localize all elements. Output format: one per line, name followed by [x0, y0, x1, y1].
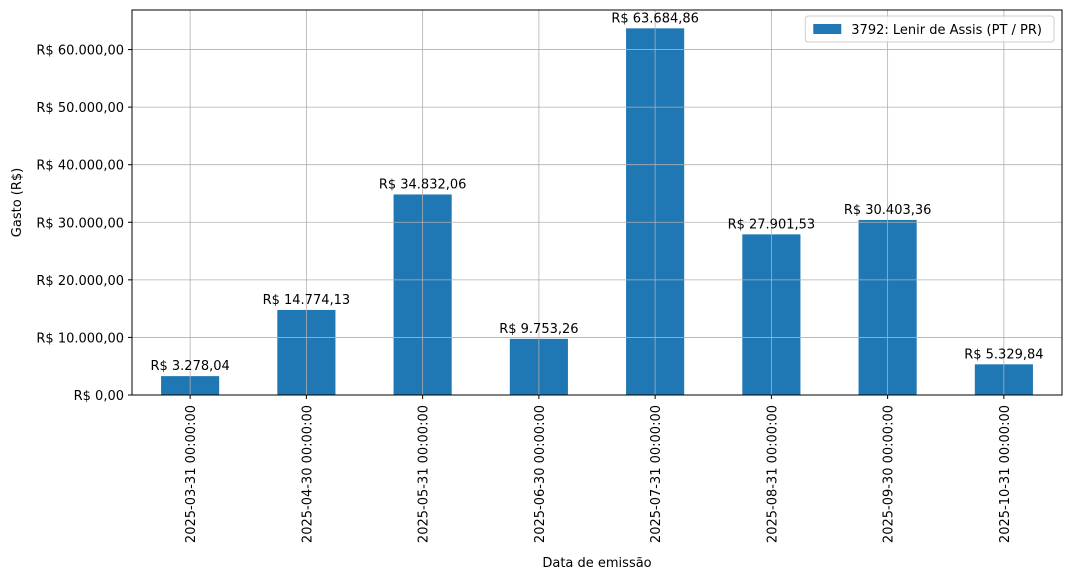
x-tick-label: 2025-07-31 00:00:00	[649, 405, 664, 543]
legend-box	[804, 15, 1055, 43]
bar-value-label: R$ 63.684,86	[611, 11, 699, 26]
y-tick-label: R$ 50.000,00	[36, 101, 124, 116]
x-tick-label: 2025-10-31 00:00:00	[998, 405, 1013, 543]
x-tick-label: 2025-05-31 00:00:00	[417, 405, 432, 543]
legend-entry: 3792: Lenir de Assis (PT / PR)	[851, 23, 1042, 38]
bar-value-label: R$ 9.753,26	[499, 322, 578, 337]
x-tick-label: 2025-09-30 00:00:00	[882, 405, 897, 543]
bar-value-label: R$ 3.278,04	[150, 359, 229, 374]
y-tick-label: R$ 40.000,00	[36, 159, 124, 174]
data-labels: R$ 3.278,04 R$ 14.774,13 R$ 34.832,06 R$ 9.…	[150, 11, 1043, 374]
x-axis-ticks: 2025-03-31 00:00:00 2025-04-30 00:00:00 20…	[184, 395, 1013, 543]
y-tick-label: R$ 0,00	[74, 389, 124, 404]
bar-value-label: R$ 34.832,06	[379, 177, 467, 192]
bar-value-label: R$ 27.901,53	[728, 217, 816, 232]
legend: 3792: Lenir de Assis (PT / PR)	[804, 15, 1055, 43]
x-axis-label: Data de emissão	[542, 556, 651, 571]
plot-frame	[131, 9, 1063, 396]
bar-value-label: R$ 14.774,13	[263, 293, 351, 308]
y-tick-label: R$ 30.000,00	[36, 216, 124, 231]
legend-swatch	[813, 24, 842, 34]
x-tick-label: 2025-03-31 00:00:00	[184, 405, 199, 543]
y-axis-label: Gasto (R$)	[10, 168, 25, 237]
y-tick-label: R$ 20.000,00	[36, 274, 124, 289]
x-tick-label: 2025-06-30 00:00:00	[533, 405, 548, 543]
bar-value-label: R$ 5.329,84	[964, 347, 1043, 362]
bar-value-label: R$ 30.403,36	[844, 203, 932, 218]
x-tick-label: 2025-08-31 00:00:00	[765, 405, 780, 543]
y-tick-label: R$ 60.000,00	[36, 44, 124, 59]
x-tick-label: 2025-04-30 00:00:00	[300, 405, 315, 543]
y-tick-label: R$ 10.000,00	[36, 331, 124, 346]
y-axis-ticks: R$ 0,00 R$ 10.000,00 R$ 20.000,00 R$ 30.000…	[36, 44, 132, 404]
